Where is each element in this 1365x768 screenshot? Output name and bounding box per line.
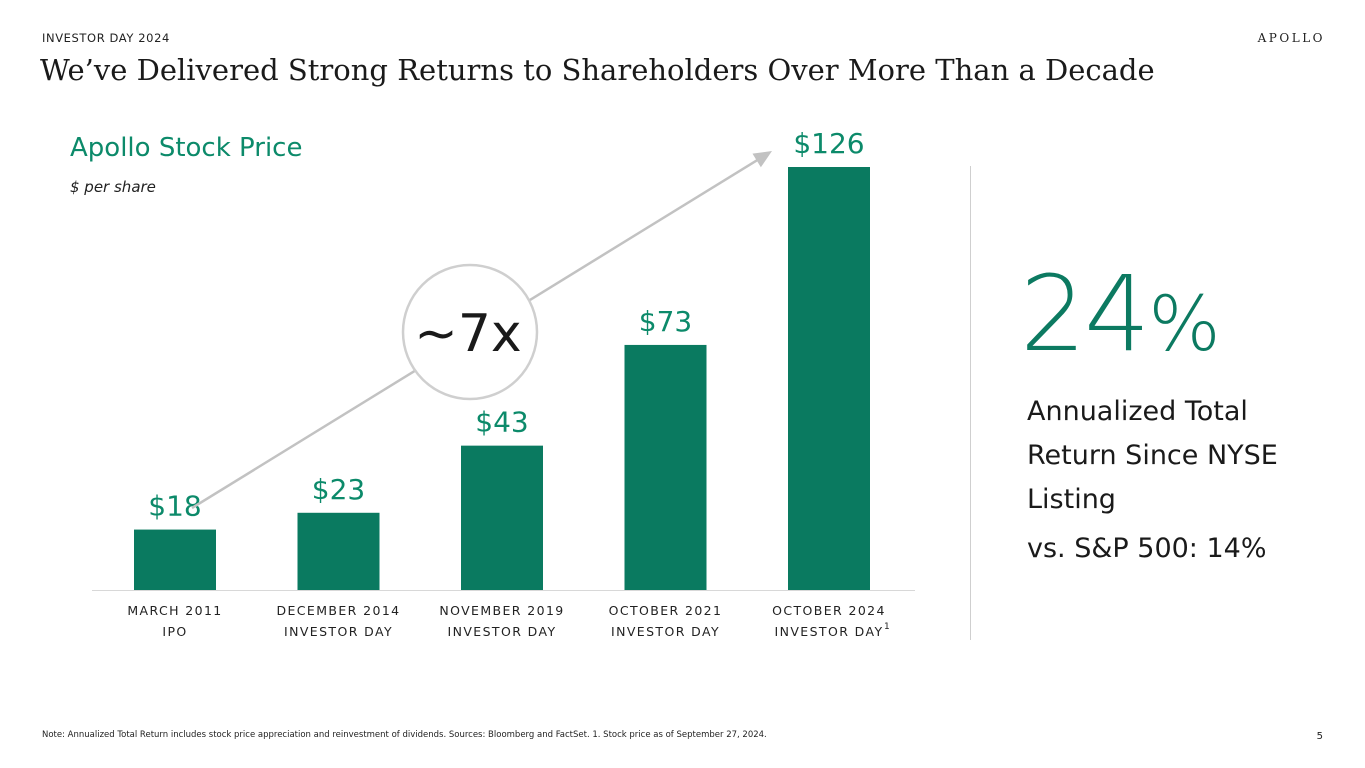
chart-title: Apollo Stock Price (70, 133, 303, 163)
page-number: 5 (1316, 731, 1323, 742)
data-label-3: $73 (639, 305, 692, 338)
chart-subtitle: $ per share (70, 178, 156, 196)
stat-comparison: vs. S&P 500: 14% (1027, 533, 1267, 564)
x-tick-label-4-line2: INVESTOR DAY (775, 624, 884, 639)
growth-arrow-line-upper (528, 158, 760, 302)
x-tick-label-1-line2: INVESTOR DAY (284, 624, 393, 639)
x-tick-label-3-line2: INVESTOR DAY (611, 624, 720, 639)
stat-value: 24% (1020, 262, 1221, 368)
section-divider (970, 166, 971, 640)
data-label-4: $126 (793, 127, 864, 160)
x-tick-label-3-line1: OCTOBER 2021 (609, 603, 723, 618)
footnote: Note: Annualized Total Return includes s… (42, 730, 767, 740)
multiple-annotation-circle (401, 263, 539, 401)
x-tick-footnote-marker-4: 1 (884, 622, 890, 632)
growth-arrow-line-lower (191, 369, 416, 510)
multiple-annotation-label: ~7x (414, 304, 521, 364)
data-label-2: $43 (475, 406, 528, 439)
stat-unit: % (1148, 279, 1220, 368)
stat-label: Annualized Total Return Since NYSE Listi… (1027, 396, 1278, 515)
bar-3 (624, 344, 707, 590)
x-tick-label-2-line2: INVESTOR DAY (448, 624, 557, 639)
apollo-logo: APOLLO (1257, 31, 1325, 45)
bar-4 (788, 167, 870, 590)
eyebrow-label: INVESTOR DAY 2024 (42, 31, 170, 45)
data-label-1: $23 (312, 473, 365, 506)
x-tick-label-0-line2: IPO (162, 624, 187, 639)
x-tick-label-0-line1: MARCH 2011 (127, 603, 222, 618)
x-tick-label-2-line1: NOVEMBER 2019 (439, 603, 564, 618)
stat-number: 24 (1020, 253, 1150, 375)
page-title: We’ve Delivered Strong Returns to Shareh… (40, 53, 1155, 87)
x-tick-label-1-line1: DECEMBER 2014 (276, 603, 400, 618)
bar-1 (297, 512, 380, 590)
bar-0 (134, 529, 216, 590)
growth-arrow-head (752, 151, 772, 168)
x-tick-label-4-line1: OCTOBER 2024 (772, 603, 886, 618)
bar-2 (461, 445, 543, 590)
